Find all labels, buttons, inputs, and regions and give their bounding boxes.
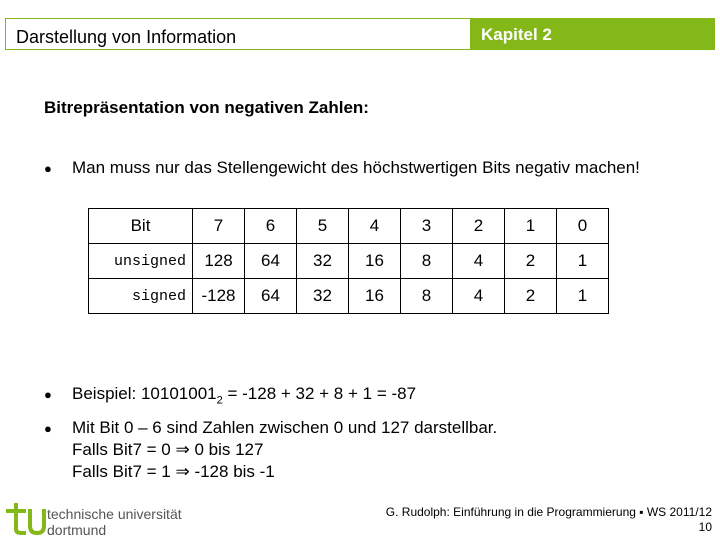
table-cell: 2 (504, 243, 557, 279)
table-cell: 4 (452, 243, 505, 279)
bullet3-line2-condition: Falls Bit7 = 0 (72, 440, 176, 459)
university-name: technische universität dortmund (47, 506, 182, 538)
table-cell: 0 (556, 208, 609, 244)
table-cell: 4 (348, 208, 401, 244)
table-cell: 32 (296, 243, 349, 279)
table-row: signed -128 64 32 16 8 4 2 1 (88, 278, 609, 314)
slide-heading: Bitrepräsentation von negativen Zahlen: (44, 98, 369, 117)
tu-dortmund-logo-icon (6, 503, 46, 536)
footer-citation: G. Rudolph: Einführung in die Programmie… (386, 505, 712, 535)
table-cell: 64 (244, 243, 297, 279)
implies-arrow-icon: ⇒ (175, 440, 190, 459)
table-cell: 8 (400, 243, 453, 279)
bullet3-line2: Falls Bit7 = 0 ⇒ 0 bis 127 (72, 440, 263, 460)
chapter-box: Kapitel 2 (471, 18, 715, 50)
bullet-marker: ● (44, 421, 52, 436)
header-title-box: Darstellung von Information (5, 18, 471, 50)
bullet3-line3: Falls Bit7 = 1 ⇒ -128 bis -1 (72, 462, 275, 482)
table-cell: 1 (556, 278, 609, 314)
table-cell: 64 (244, 278, 297, 314)
header-title: Darstellung von Information (16, 27, 237, 47)
bullet3-line3-condition: Falls Bit7 = 1 (72, 462, 176, 481)
table-cell: 16 (348, 243, 401, 279)
table-cell: 1 (556, 243, 609, 279)
row-label-signed: signed (88, 278, 193, 314)
table-cell: 7 (192, 208, 245, 244)
example-prefix: Beispiel: 10101001 (72, 384, 217, 403)
table-cell: 5 (296, 208, 349, 244)
implies-arrow-icon: ⇒ (175, 462, 190, 481)
bullet3-line1: Mit Bit 0 – 6 sind Zahlen zwischen 0 und… (72, 418, 498, 437)
table-cell: 2 (452, 208, 505, 244)
example-subscript: 2 (216, 394, 223, 407)
table-cell: 2 (504, 278, 557, 314)
bullet-text: Man muss nur das Stellengewicht des höch… (72, 158, 640, 177)
bullet-marker: ● (44, 387, 52, 402)
row-label-unsigned: unsigned (88, 243, 193, 279)
bit-weight-table: Bit 7 6 5 4 3 2 1 0 unsigned 128 64 32 1… (88, 208, 609, 314)
table-cell: 16 (348, 278, 401, 314)
bullet3-line3-range: -128 bis -1 (189, 462, 275, 481)
table-cell: 128 (192, 243, 245, 279)
example-text: Beispiel: 101010012 = -128 + 32 + 8 + 1 … (72, 384, 416, 406)
table-cell: 4 (452, 278, 505, 314)
table-row: unsigned 128 64 32 16 8 4 2 1 (88, 243, 609, 279)
bullet-marker: ● (44, 161, 52, 176)
citation-text: G. Rudolph: Einführung in die Programmie… (385, 505, 712, 519)
table-cell: 3 (400, 208, 453, 244)
table-cell: 6 (244, 208, 297, 244)
table-cell: 8 (400, 278, 453, 314)
bullet3-line2-range: 0 bis 127 (189, 440, 264, 459)
chapter-label: Kapitel 2 (481, 25, 552, 44)
table-row: Bit 7 6 5 4 3 2 1 0 (88, 208, 609, 244)
table-cell: -128 (192, 278, 245, 314)
example-suffix: = -128 + 32 + 8 + 1 = -87 (222, 384, 417, 403)
table-cell: 1 (504, 208, 557, 244)
university-line1: technische universität (47, 506, 182, 522)
page-number: 10 (698, 520, 712, 534)
table-header-label: Bit (88, 208, 193, 244)
table-cell: 32 (296, 278, 349, 314)
university-line2: dortmund (47, 522, 107, 538)
